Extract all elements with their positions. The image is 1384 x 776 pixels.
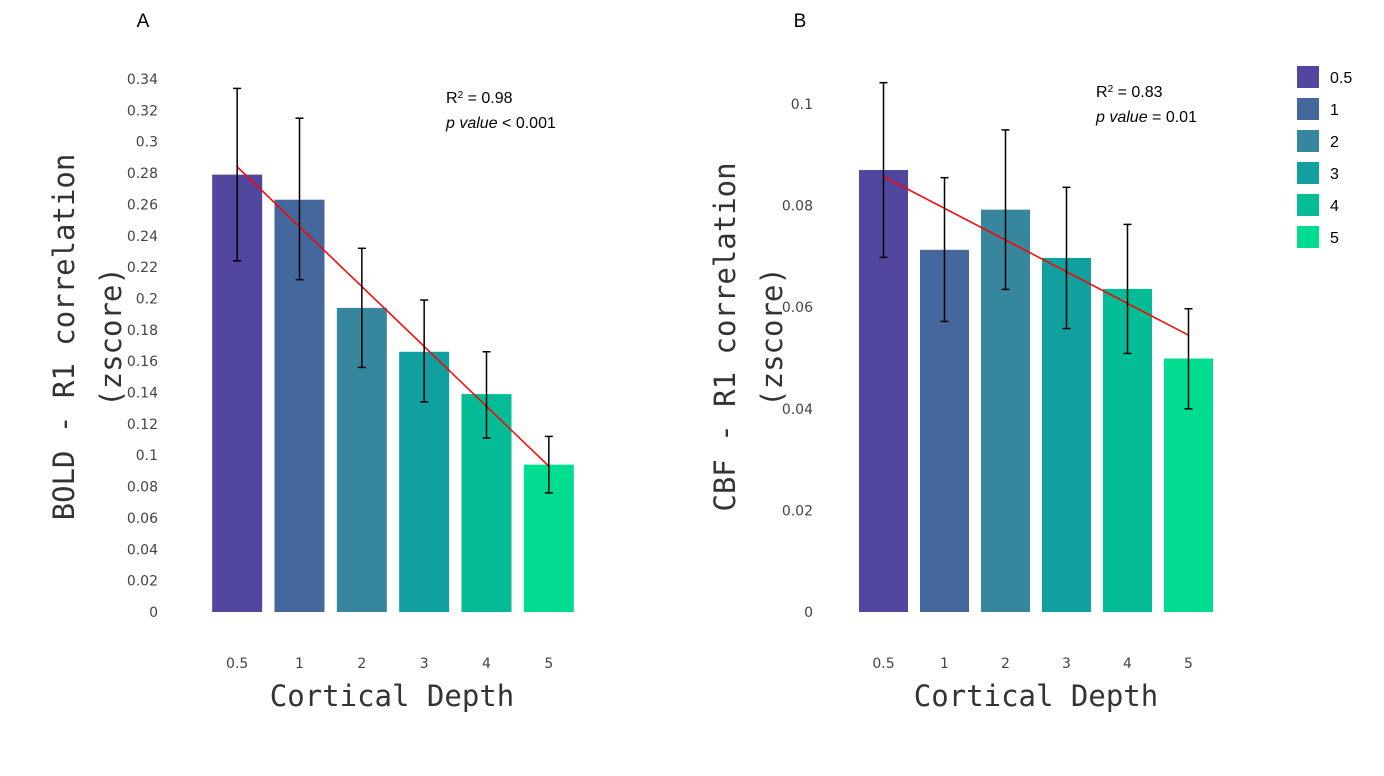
y-tick-label: 0.22 (127, 260, 158, 276)
y-axis-title-units: (zscore) (94, 267, 128, 407)
y-tick-label: 0.08 (127, 480, 158, 496)
legend-swatch (1297, 98, 1319, 120)
y-tick-label: 0.26 (127, 197, 158, 213)
legend-label: 2 (1330, 134, 1339, 151)
legend-swatch (1297, 194, 1319, 216)
panel-b: B 0 0.02 0.04 0.06 0.08 0.1 0.5 1 2 3 4 5 Cortical De… (708, 11, 1213, 713)
x-tick-label: 0.5 (226, 656, 248, 672)
y-tick-label: 0.1 (136, 448, 158, 464)
y-tick-label: 0.06 (127, 511, 158, 527)
x-tick-label: 5 (1184, 656, 1193, 672)
x-tick-label: 2 (1001, 656, 1010, 672)
y-tick-label: 0.3 (136, 135, 158, 151)
legend-label: 5 (1330, 230, 1339, 247)
x-axis-title: Cortical Depth (914, 679, 1158, 713)
x-tick-label: 2 (357, 656, 366, 672)
legend-label: 4 (1330, 198, 1339, 215)
y-tick-label: 0.02 (782, 503, 813, 519)
legend-swatch (1297, 66, 1319, 88)
y-tick-label: 0.1 (791, 97, 813, 113)
y-tick-label: 0.16 (127, 354, 158, 370)
p-value-annotation: p value < 0.001 (445, 115, 556, 132)
y-tick-label: 0.06 (782, 300, 813, 316)
x-tick-label: 4 (482, 656, 491, 672)
p-value-annotation: p value = 0.01 (1095, 109, 1197, 126)
fit-line (883, 175, 1189, 336)
y-tick-label: 0.04 (782, 402, 813, 418)
x-tick-label: 1 (940, 656, 949, 672)
y-axis-title-units: (zscore) (755, 267, 789, 407)
y-tick-label: 0.12 (127, 417, 158, 433)
y-tick-label: 0.28 (127, 166, 158, 182)
y-tick-label: 0.2 (136, 291, 158, 307)
legend-label: 3 (1330, 166, 1339, 183)
x-tick-label: 4 (1123, 656, 1132, 672)
legend-label: 1 (1330, 102, 1339, 119)
x-tick-label: 1 (295, 656, 304, 672)
y-tick-label: 0.14 (127, 386, 158, 402)
r-squared-annotation: R2 = 0.83 (1096, 84, 1163, 102)
legend-swatch (1297, 130, 1319, 152)
y-tick-label: 0 (149, 605, 158, 621)
y-tick-label: 0.24 (127, 229, 158, 245)
y-axis-title: CBF - R1 correlation (708, 162, 742, 511)
x-axis-title: Cortical Depth (270, 679, 514, 713)
panel-a: A 0 0.02 0.04 0.06 0.08 0.1 0.12 0.14 0.16 0.18 0.2… (47, 11, 574, 713)
legend-swatch (1297, 226, 1319, 248)
legend-swatch (1297, 162, 1319, 184)
y-tick-label: 0.04 (127, 542, 158, 558)
panel-label: B (794, 11, 807, 32)
x-tick-label: 3 (1062, 656, 1071, 672)
fit-line (236, 166, 550, 467)
y-tick-label: 0.02 (127, 574, 158, 590)
y-tick-label: 0.34 (127, 72, 158, 88)
x-tick-label: 5 (544, 656, 553, 672)
y-tick-label: 0 (804, 605, 813, 621)
y-tick-label: 0.32 (127, 103, 158, 119)
y-tick-label: 0.08 (782, 199, 813, 215)
r-squared-annotation: R2 = 0.98 (446, 90, 513, 108)
legend-label: 0.5 (1330, 70, 1352, 87)
x-tick-label: 0.5 (872, 656, 894, 672)
x-tick-label: 3 (420, 656, 429, 672)
y-axis-title: BOLD - R1 correlation (47, 154, 81, 521)
panel-label: A (137, 11, 150, 32)
legend: 0.5 1 2 3 4 5 (1297, 66, 1352, 248)
y-tick-label: 0.18 (127, 323, 158, 339)
